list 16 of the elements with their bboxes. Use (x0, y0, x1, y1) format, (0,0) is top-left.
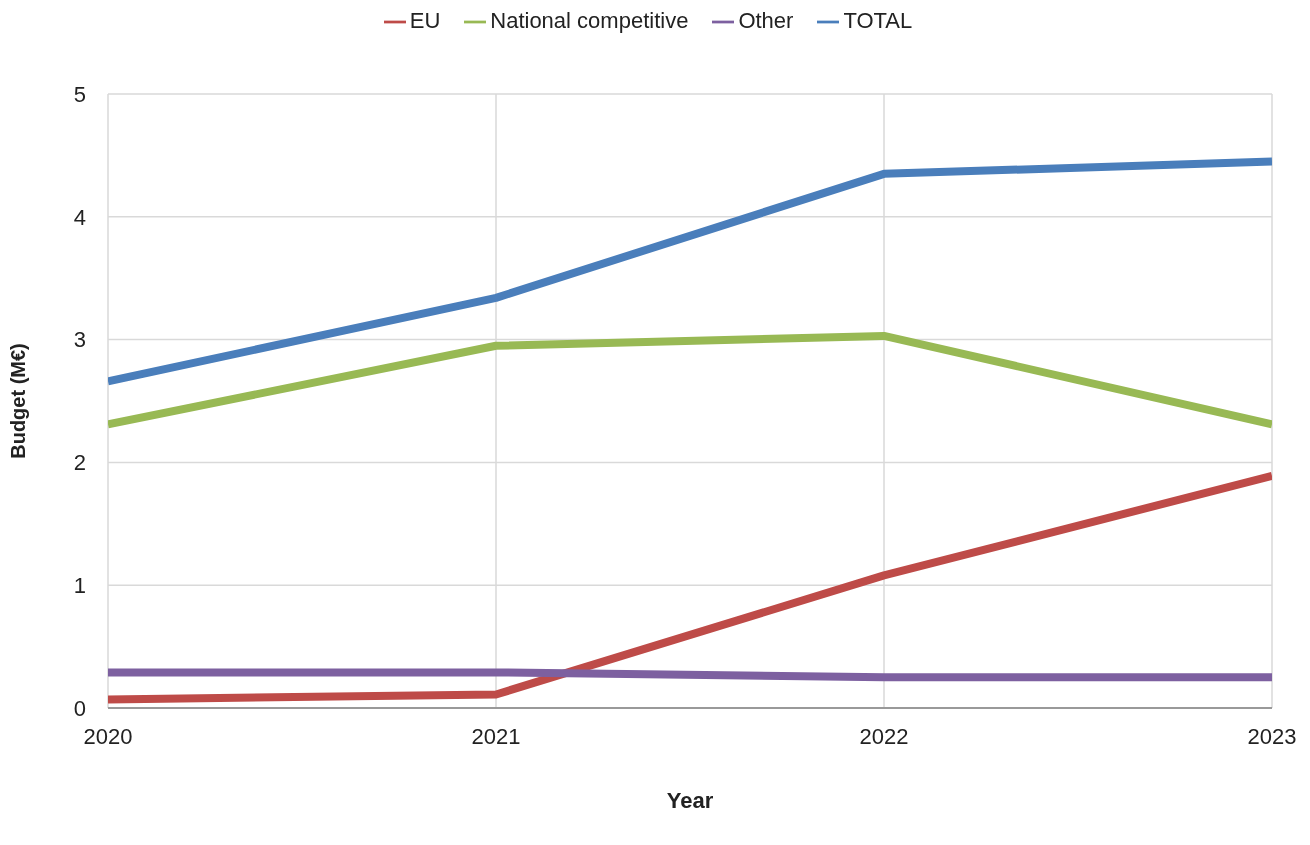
y-axis-title: Budget (M€) (7, 343, 30, 459)
x-tick-label: 2020 (83, 723, 133, 749)
y-tick-label: 0 (73, 695, 86, 721)
y-tick-label: 3 (73, 327, 86, 353)
y-tick-label: 1 (73, 573, 86, 599)
legend-label: TOTAL (843, 8, 913, 33)
y-tick-label: 2 (73, 450, 86, 476)
legend-label: National competitive (490, 8, 689, 33)
y-tick-label: 5 (73, 81, 86, 107)
x-tick-label: 2023 (1247, 723, 1297, 749)
y-tick-label: 4 (73, 204, 86, 230)
x-tick-label: 2021 (471, 723, 521, 749)
x-axis-title: Year (666, 788, 714, 813)
legend-label: EU (409, 8, 441, 33)
legend-label: Other (738, 8, 794, 33)
x-tick-label: 2022 (859, 723, 909, 749)
